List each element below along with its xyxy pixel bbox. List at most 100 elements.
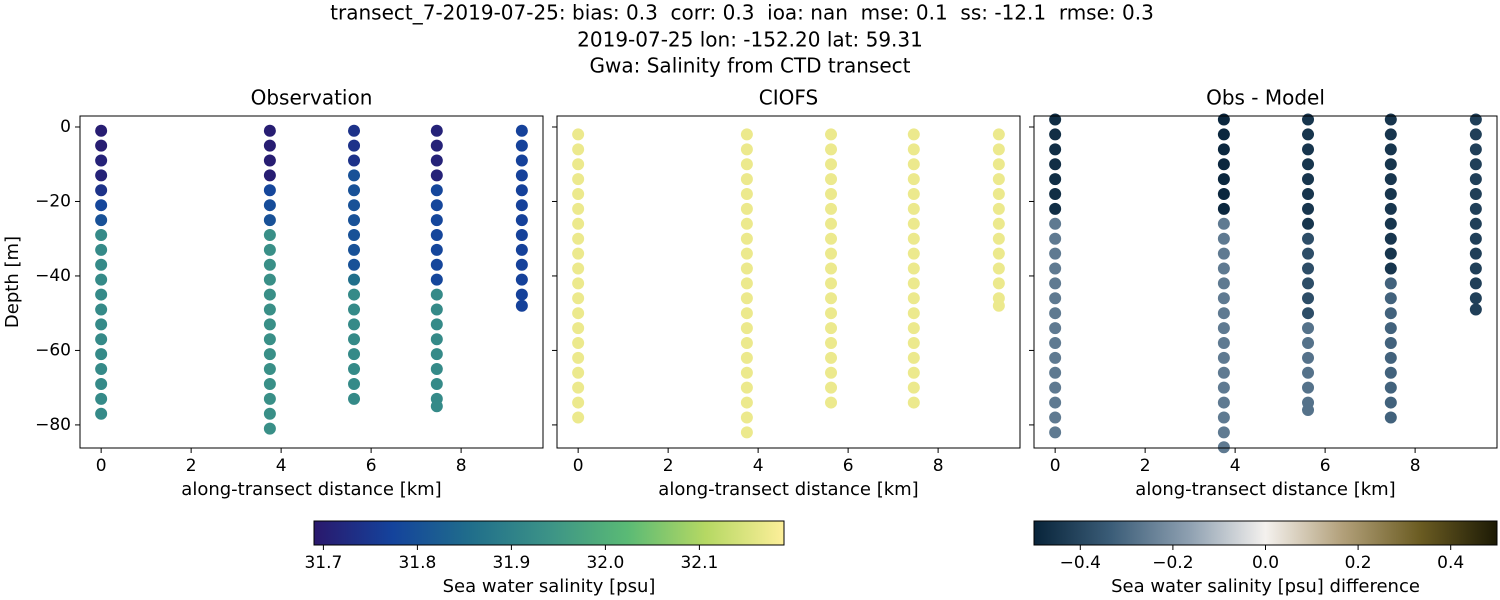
data-point [907, 202, 920, 215]
data-point [1049, 158, 1062, 171]
data-point [907, 217, 920, 230]
data-point [992, 143, 1005, 156]
data-point [95, 243, 108, 256]
data-point [1302, 277, 1315, 290]
colorbar-label: Sea water salinity [psu] difference [1111, 576, 1420, 597]
x-tick-label: 0 [1050, 456, 1061, 476]
x-tick-label: 2 [663, 456, 674, 476]
data-point [1302, 158, 1315, 171]
x-tick-label: 2 [1140, 456, 1151, 476]
data-point [430, 363, 443, 376]
data-point [1302, 262, 1315, 275]
data-point [907, 381, 920, 394]
data-point [348, 184, 361, 197]
data-point [1302, 232, 1315, 245]
data-point [572, 366, 585, 379]
x-tick-label: 4 [276, 456, 287, 476]
colorbar-tick-label: 31.8 [398, 553, 436, 573]
data-point [263, 333, 276, 346]
data-point [992, 173, 1005, 186]
data-point [348, 348, 361, 361]
y-tick-label: −40 [35, 266, 71, 286]
data-point [825, 381, 838, 394]
colorbar-tick-label: 31.9 [492, 553, 530, 573]
data-point [1049, 426, 1062, 439]
data-point [95, 377, 108, 390]
x-tick-label: 6 [843, 456, 854, 476]
data-point [1217, 411, 1230, 424]
colorbar-tick-label: −0.2 [1152, 553, 1193, 573]
data-point [348, 214, 361, 227]
data-point [572, 202, 585, 215]
data-point [348, 392, 361, 405]
axes-frame [556, 115, 1021, 449]
data-point [825, 232, 838, 245]
data-point [1384, 336, 1397, 349]
data-point [825, 307, 838, 320]
data-point [515, 124, 528, 137]
data-point [1217, 247, 1230, 260]
data-point [907, 351, 920, 364]
data-point [572, 247, 585, 260]
data-point [263, 318, 276, 331]
data-point [907, 277, 920, 290]
data-point [572, 188, 585, 201]
data-point [825, 292, 838, 305]
data-point [1302, 292, 1315, 305]
data-point [1217, 158, 1230, 171]
data-point [825, 351, 838, 364]
colorbar-tick-label: 32.1 [680, 553, 718, 573]
data-point [1217, 277, 1230, 290]
data-point [1469, 262, 1482, 275]
data-point [1217, 292, 1230, 305]
data-point [1217, 217, 1230, 230]
data-point [907, 128, 920, 141]
data-point [1384, 381, 1397, 394]
data-point [348, 228, 361, 241]
data-point [263, 392, 276, 405]
data-point [1469, 188, 1482, 201]
data-point [430, 184, 443, 197]
data-point [740, 381, 753, 394]
data-point [1384, 113, 1397, 126]
data-point [740, 158, 753, 171]
suptitle: Gwa: Salinity from CTD transect [590, 54, 911, 78]
data-point [1049, 322, 1062, 335]
colorbar [313, 520, 785, 546]
data-point [430, 333, 443, 346]
data-point [740, 188, 753, 201]
data-point [1049, 232, 1062, 245]
panel-title: Observation [251, 86, 373, 110]
data-point [430, 400, 443, 413]
data-point [740, 307, 753, 320]
data-point [907, 366, 920, 379]
data-point [740, 426, 753, 439]
colorbar-tick-label: 0.2 [1345, 553, 1372, 573]
data-point [825, 366, 838, 379]
data-point [1384, 173, 1397, 186]
data-point [825, 158, 838, 171]
data-point [263, 288, 276, 301]
data-point [430, 228, 443, 241]
colorbar-label: Sea water salinity [psu] [443, 576, 656, 597]
data-point [1049, 262, 1062, 275]
data-point [1302, 217, 1315, 230]
data-point [1049, 113, 1062, 126]
data-point [430, 303, 443, 316]
data-point [430, 348, 443, 361]
x-tick-label: 8 [933, 456, 944, 476]
data-point [348, 169, 361, 182]
data-point [1469, 202, 1482, 215]
data-point [515, 214, 528, 227]
data-point [1384, 292, 1397, 305]
data-point [1217, 396, 1230, 409]
data-point [1302, 202, 1315, 215]
data-point [825, 217, 838, 230]
data-point [1302, 351, 1315, 364]
data-point [1469, 232, 1482, 245]
data-point [263, 422, 276, 435]
data-point [740, 336, 753, 349]
data-point [825, 277, 838, 290]
data-point [430, 377, 443, 390]
data-point [992, 299, 1005, 312]
